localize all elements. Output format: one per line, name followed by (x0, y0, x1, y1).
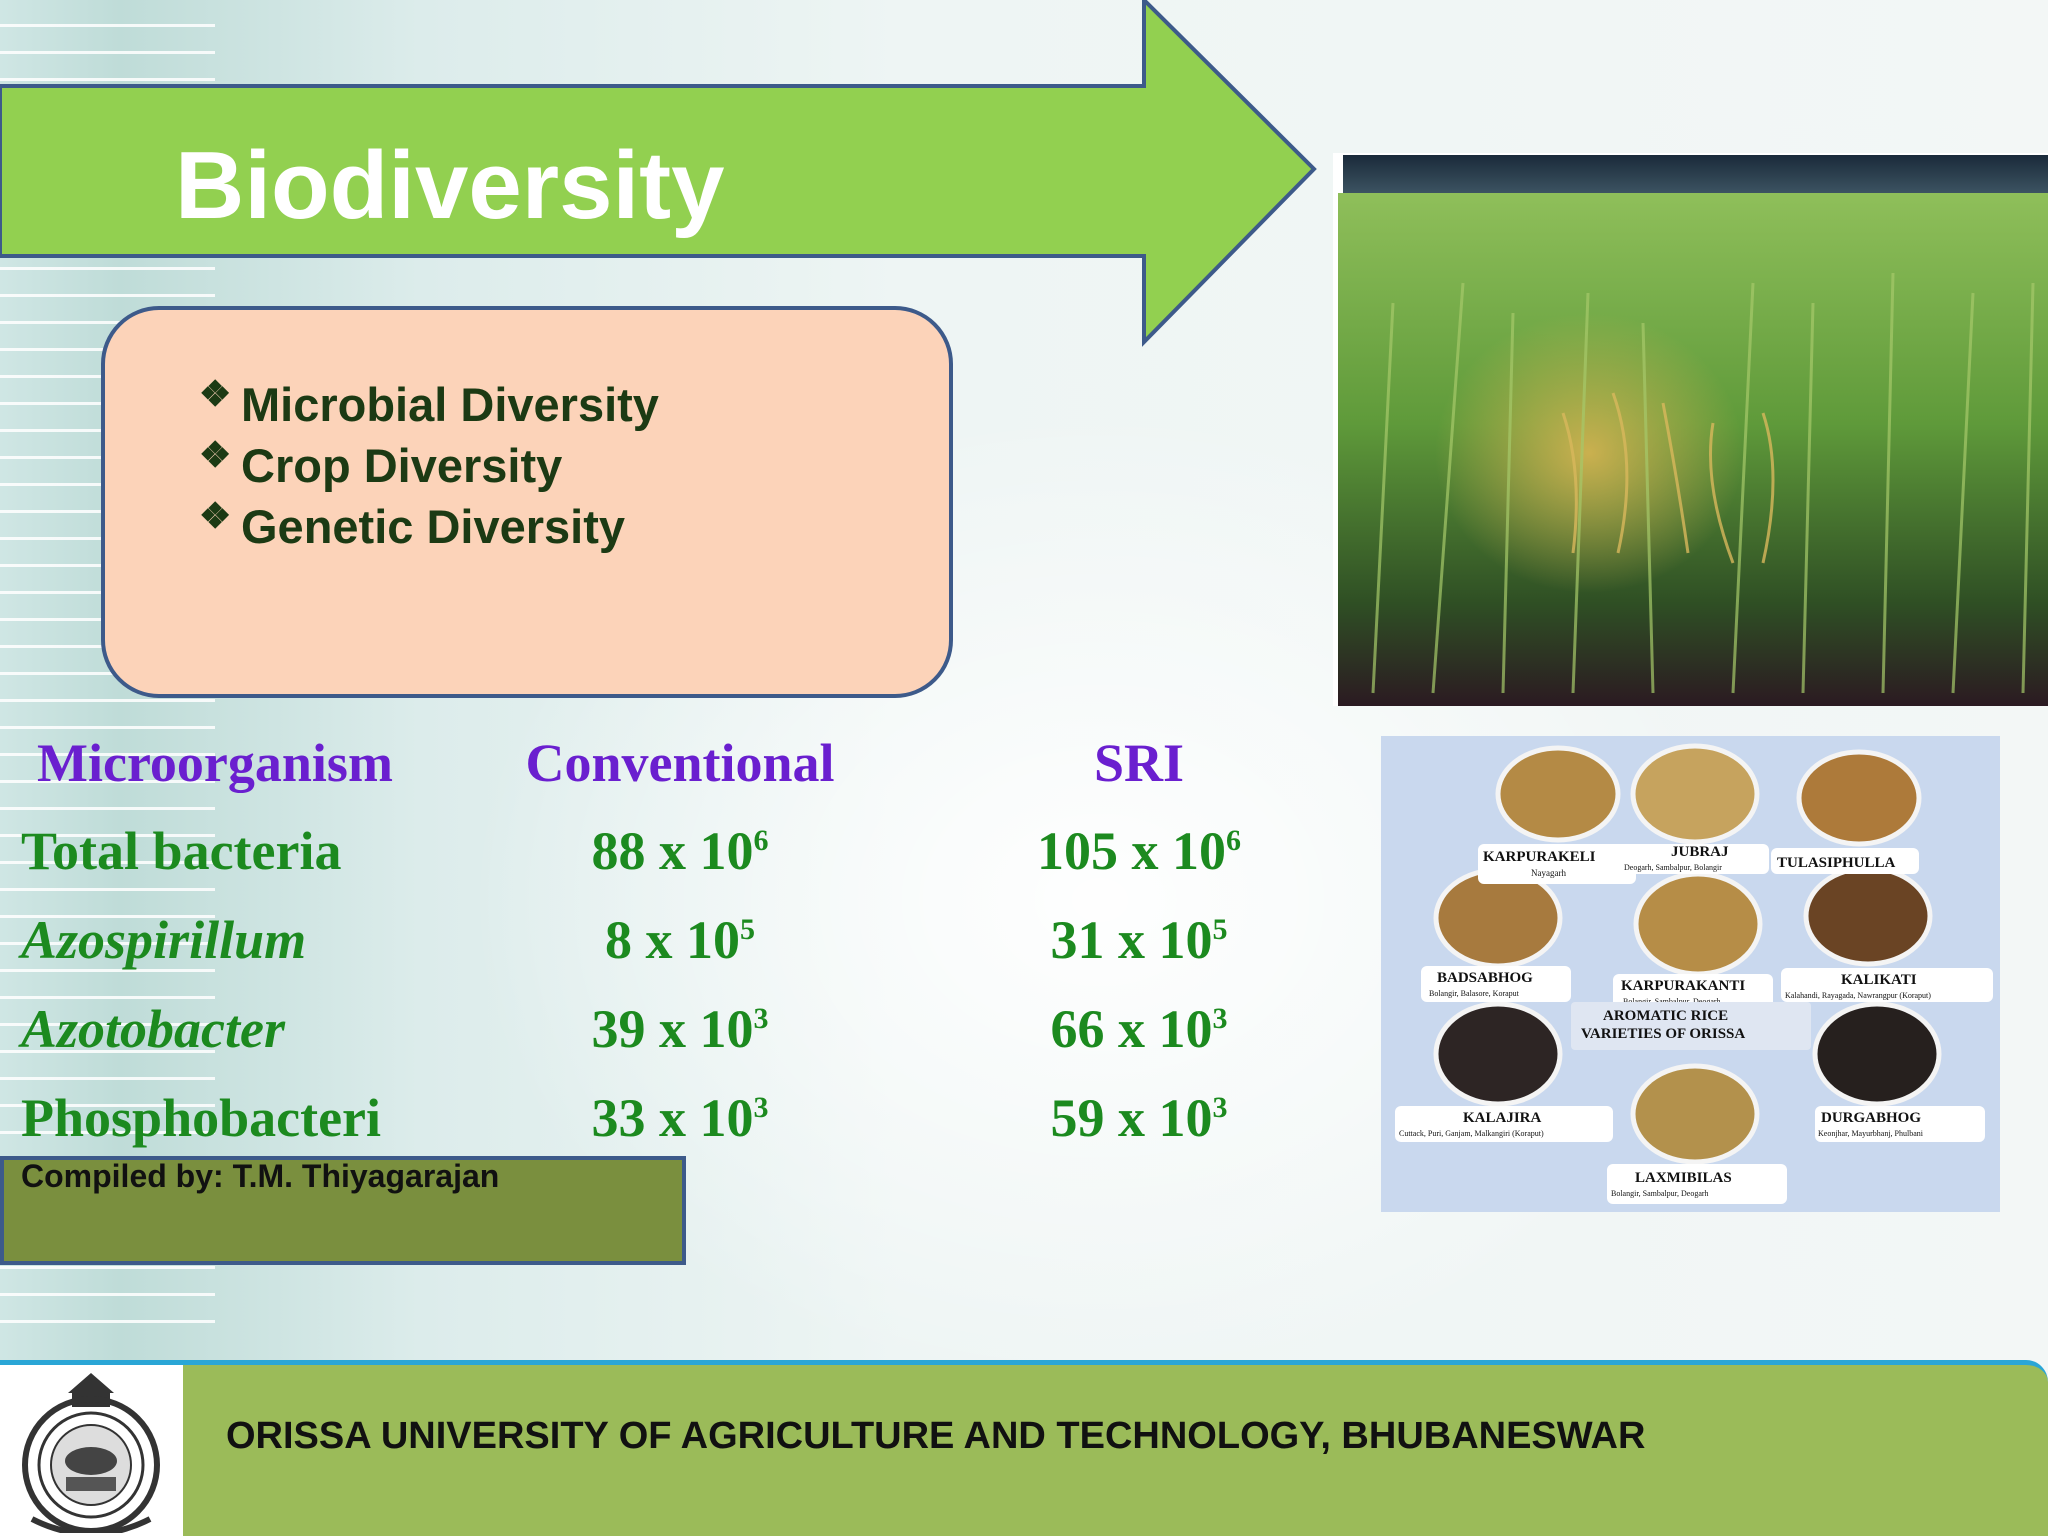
diamond-bullet-icon: ❖ (199, 373, 232, 414)
column-header-microorganism: Microorganism (37, 733, 393, 793)
slide-title: Biodiversity (175, 132, 725, 239)
list-item: ❖ Genetic Diversity (199, 496, 659, 557)
diamond-bullet-icon: ❖ (199, 434, 232, 475)
bullet-label: Crop Diversity (241, 439, 563, 492)
table-cell-conventional: 33 x 103 (591, 1088, 769, 1148)
variety-label: KALIKATI (1841, 972, 1917, 988)
table-cell-sri: 31 x 105 (1050, 910, 1228, 970)
column-header-conventional: Conventional (525, 733, 835, 793)
table-cell-conventional: 39 x 103 (591, 999, 769, 1059)
list-item: ❖ Microbial Diversity (199, 374, 659, 435)
variety-label: LAXMIBILAS (1635, 1170, 1732, 1186)
svg-text:Bolangir, Balasore, Koraput: Bolangir, Balasore, Koraput (1429, 989, 1520, 998)
diamond-bullet-icon: ❖ (199, 495, 232, 536)
table-row-name: Azotobacter (21, 999, 285, 1059)
variety-label: JUBRAJ (1671, 844, 1729, 860)
variety-label: KARPURAKELI (1483, 849, 1596, 865)
svg-text:Bolangir, Sambalpur, Deogarh: Bolangir, Sambalpur, Deogarh (1611, 1189, 1709, 1198)
variety-label: KARPURAKANTI (1621, 978, 1745, 994)
rice-varieties-image: KARPURAKELI Nayagarh JUBRAJ Deogarh, Sam… (1381, 736, 2000, 1212)
bullet-label: Genetic Diversity (241, 500, 626, 553)
svg-text:Nayagarh: Nayagarh (1531, 868, 1566, 878)
compiled-by-bar (0, 1156, 686, 1265)
table-row-name: Total bacteria (21, 821, 342, 881)
variety-label: BADSABHOG (1437, 970, 1533, 986)
column-header-sri: SRI (1093, 733, 1185, 793)
title-arrow (0, 0, 1317, 347)
compiled-by-text: Compiled by: T.M. Thiyagarajan (21, 1158, 500, 1194)
rice-field-image (1333, 153, 2048, 706)
university-seal-icon (22, 1373, 160, 1533)
photo-caption-line2: VARIETIES OF ORISSA (1581, 1026, 1745, 1042)
table-cell-sri: 59 x 103 (1050, 1088, 1228, 1148)
table-cell-conventional: 8 x 105 (605, 910, 755, 970)
svg-text:Kalahandi, Rayagada, Nawrangpu: Kalahandi, Rayagada, Nawrangpur (Koraput… (1785, 991, 1931, 1000)
svg-text:Keonjhar, Mayurbhanj, Phulbani: Keonjhar, Mayurbhanj, Phulbani (1818, 1129, 1924, 1138)
diversity-box: ❖ Microbial Diversity ❖ Crop Diversity ❖ Ge… (101, 306, 953, 698)
table-cell-sri: 66 x 103 (1050, 999, 1228, 1059)
variety-label: DURGABHOG (1821, 1110, 1921, 1126)
table-row-name: Azospirillum (21, 910, 307, 970)
bullet-label: Microbial Diversity (241, 378, 659, 431)
institution-name: ORISSA UNIVERSITY OF AGRICULTURE AND TEC… (226, 1415, 1646, 1457)
svg-text:Bolangir, Sambalpur, Deogarh: Bolangir, Sambalpur, Deogarh (1623, 997, 1721, 1006)
photo-caption-line1: AROMATIC RICE (1603, 1008, 1728, 1024)
svg-text:Deogarh, Sambalpur, Bolangir: Deogarh, Sambalpur, Bolangir (1624, 863, 1722, 872)
list-item: ❖ Crop Diversity (199, 435, 659, 496)
table-cell-conventional: 88 x 106 (591, 821, 769, 881)
rice-field-photo (1333, 153, 2048, 706)
svg-text:Cuttack, Puri, Ganjam, Malkang: Cuttack, Puri, Ganjam, Malkangiri (Korap… (1399, 1129, 1544, 1138)
variety-label: TULASIPHULLA (1777, 855, 1896, 871)
table-row-name: Phosphobacteri (21, 1088, 382, 1148)
footer-bar: ORISSA UNIVERSITY OF AGRICULTURE AND TEC… (0, 1360, 2048, 1536)
aromatic-rice-photo: KARPURAKELI Nayagarh JUBRAJ Deogarh, Sam… (1381, 736, 2000, 1212)
variety-label: KALAJIRA (1463, 1110, 1542, 1126)
diversity-list: ❖ Microbial Diversity ❖ Crop Diversity ❖ Ge… (199, 374, 659, 557)
table-cell-sri: 105 x 106 (1037, 821, 1241, 881)
footer-logo-container (0, 1365, 183, 1536)
